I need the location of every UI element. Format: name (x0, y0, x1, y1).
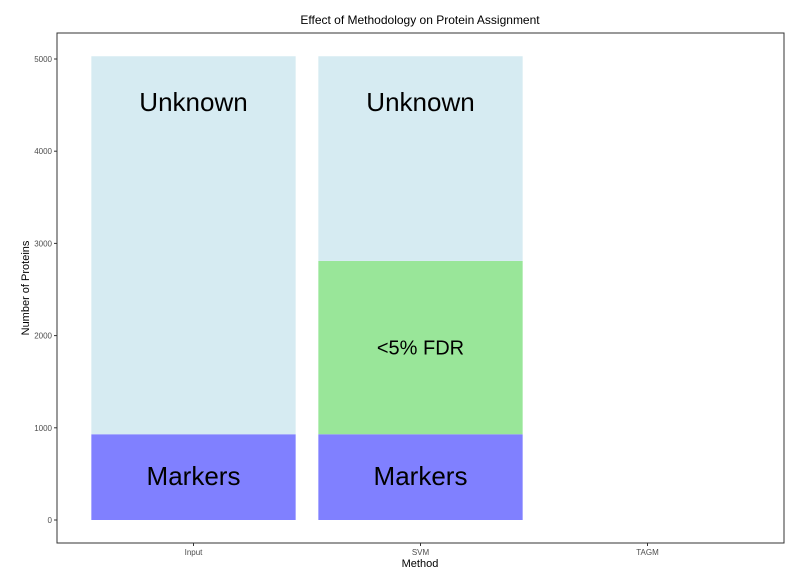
bar-segment (318, 260, 523, 435)
segment-label: Markers (147, 461, 241, 491)
segment-labels: Unknown Markers Unknown <5% FDR Markers (139, 87, 474, 491)
segment-label: <5% FDR (377, 338, 464, 360)
y-tick-label: 3000 (34, 239, 52, 248)
x-axis: Input SVM TAGM (185, 543, 659, 557)
bars (91, 56, 523, 520)
y-axis-title: Number of Proteins (20, 240, 32, 335)
x-tick-label: Input (185, 548, 204, 557)
x-tick-label: TAGM (636, 548, 659, 557)
segment-label: Markers (374, 461, 468, 491)
x-tick-label: SVM (412, 548, 430, 557)
bar-segment (91, 434, 296, 520)
y-tick-label: 4000 (34, 147, 52, 156)
bar-segment (318, 56, 523, 261)
segment-label: Unknown (366, 87, 474, 117)
y-tick-label: 0 (48, 516, 53, 525)
segment-label: Unknown (139, 87, 247, 117)
y-tick-label: 5000 (34, 55, 52, 64)
y-axis: 0 1000 2000 3000 4000 5000 (34, 55, 57, 525)
bar-segment (91, 56, 296, 435)
y-tick-label: 1000 (34, 424, 52, 433)
chart-title: Effect of Methodology on Protein Assignm… (300, 13, 540, 27)
x-axis-title: Method (402, 558, 439, 567)
bar-segment (318, 434, 523, 520)
y-tick-label: 2000 (34, 332, 52, 341)
